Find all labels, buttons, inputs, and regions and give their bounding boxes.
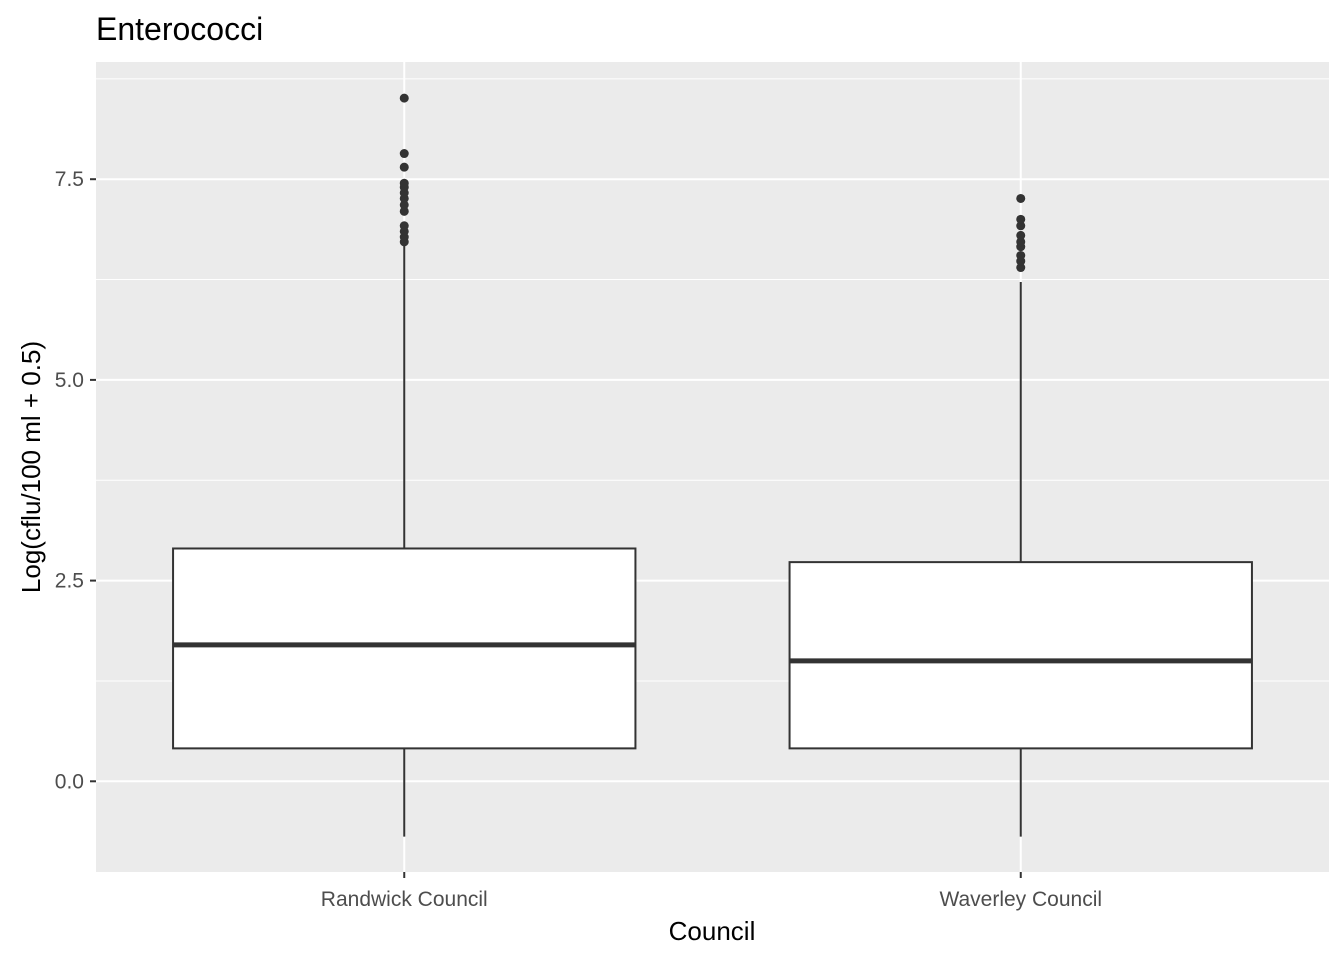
box-group <box>788 193 1253 837</box>
outlier-point <box>1016 193 1026 203</box>
y-tick-label: 5.0 <box>55 369 84 392</box>
chart-title: Enterococci <box>96 11 263 47</box>
outlier-point <box>399 206 409 216</box>
outlier-point <box>1016 250 1026 260</box>
outlier-point <box>399 93 409 103</box>
box-group <box>172 93 637 837</box>
outlier-point <box>1016 214 1026 224</box>
x-tick-label: Waverley Council <box>939 888 1102 911</box>
y-tick-label: 2.5 <box>55 570 84 593</box>
outlier-point <box>399 162 409 172</box>
outlier-point <box>1016 221 1026 231</box>
x-axis-title: Council <box>669 916 756 946</box>
outlier-point <box>1016 263 1026 273</box>
box-iqr <box>788 561 1253 750</box>
outlier-point <box>399 149 409 159</box>
x-tick-label: Randwick Council <box>321 888 488 911</box>
boxes <box>172 93 1253 837</box>
outlier-point <box>399 200 409 210</box>
panel-background <box>96 62 1329 872</box>
outlier-point <box>1016 230 1026 240</box>
y-tick-label: 7.5 <box>55 168 84 191</box>
x-axis: Randwick Council Waverley Council <box>321 872 1102 911</box>
box-iqr <box>172 547 637 750</box>
y-axis-title: Log(cflu/100 ml + 0.5) <box>16 341 46 593</box>
outlier-point <box>1016 237 1026 247</box>
outlier-point <box>399 178 409 188</box>
outlier-point <box>399 221 409 231</box>
y-axis: 0.0 2.5 5.0 7.5 <box>55 168 96 793</box>
y-tick-label: 0.0 <box>55 770 84 793</box>
